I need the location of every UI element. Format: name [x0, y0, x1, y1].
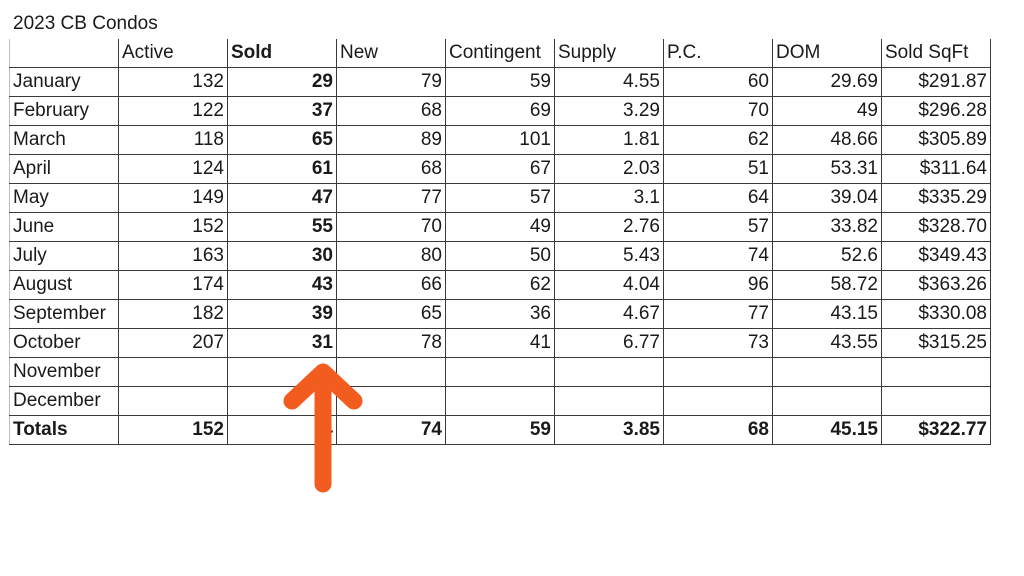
column-header[interactable]: P.C. [663, 38, 773, 68]
table-row: March 118 65 89 101 1.81 62 48.66 $305.89 [9, 125, 991, 155]
data-cell[interactable]: 36 [445, 299, 555, 329]
sheet-title[interactable]: 2023 CB Condos [13, 13, 158, 34]
data-cell[interactable]: 57 [445, 183, 555, 213]
total-cell[interactable]: 152 [118, 415, 228, 445]
data-cell[interactable]: 118 [118, 125, 228, 155]
total-cell[interactable]: $322.77 [881, 415, 991, 445]
data-cell[interactable]: $311.64 [881, 154, 991, 184]
data-cell[interactable]: 49 [772, 96, 882, 126]
month-cell[interactable]: June [9, 212, 119, 242]
data-cell[interactable]: 3.1 [554, 183, 664, 213]
data-cell[interactable] [118, 386, 228, 416]
column-header[interactable]: Active [118, 38, 228, 68]
data-cell[interactable]: 68 [336, 154, 446, 184]
title-row: 2023 CB Condos [10, 10, 991, 39]
data-cell[interactable]: $349.43 [881, 241, 991, 271]
data-cell[interactable]: 78 [336, 328, 446, 358]
total-cell[interactable]: 45.15 [772, 415, 882, 445]
data-cell[interactable]: 51 [663, 154, 773, 184]
month-cell[interactable]: December [9, 386, 119, 416]
data-cell[interactable]: 43.15 [772, 299, 882, 329]
total-cell[interactable]: 68 [663, 415, 773, 445]
data-cell[interactable]: 52.6 [772, 241, 882, 271]
condo-stats-table: 2023 CB Condos Active Sold New Contingent Sup… [9, 9, 991, 445]
data-cell[interactable]: 62 [445, 270, 555, 300]
column-header[interactable]: DOM [772, 38, 882, 68]
data-cell[interactable]: $328.70 [881, 212, 991, 242]
data-cell[interactable]: 70 [663, 96, 773, 126]
data-cell[interactable]: 79 [336, 67, 446, 97]
data-cell[interactable]: 5.43 [554, 241, 664, 271]
data-cell[interactable] [881, 386, 991, 416]
data-cell[interactable]: 4.04 [554, 270, 664, 300]
month-cell[interactable]: March [9, 125, 119, 155]
data-cell[interactable]: 47 [227, 183, 337, 213]
table-row: June 152 55 70 49 2.76 57 33.82 $328.70 [9, 212, 991, 242]
column-header[interactable]: Sold SqFt [881, 38, 991, 68]
table-row: October 207 31 78 41 6.77 73 43.55 $315.25 [9, 328, 991, 358]
table-row: September 182 39 65 36 4.67 77 43.15 $330.08 [9, 299, 991, 329]
table-row: December [9, 386, 991, 416]
data-cell[interactable]: 65 [227, 125, 337, 155]
month-cell[interactable]: August [9, 270, 119, 300]
table-row: January 132 29 79 59 4.55 60 29.69 $291.87 [9, 67, 991, 97]
table-row: August 174 43 66 62 4.04 96 58.72 $363.26 [9, 270, 991, 300]
data-cell[interactable]: 74 [663, 241, 773, 271]
data-cell[interactable] [663, 357, 773, 387]
table-row: May 149 47 77 57 3.1 64 39.04 $335.29 [9, 183, 991, 213]
data-cell[interactable]: $305.89 [881, 125, 991, 155]
data-cell[interactable]: 29.69 [772, 67, 882, 97]
data-cell[interactable] [445, 357, 555, 387]
totals-label[interactable]: Totals [9, 415, 119, 445]
header-cell-blank[interactable] [9, 38, 119, 68]
data-cell[interactable]: 60 [663, 67, 773, 97]
month-cell[interactable]: January [9, 67, 119, 97]
data-cell[interactable]: 80 [336, 241, 446, 271]
data-cell[interactable]: 43.55 [772, 328, 882, 358]
data-cell[interactable]: 58.72 [772, 270, 882, 300]
table-row: July 163 30 80 50 5.43 74 52.6 $349.43 [9, 241, 991, 271]
data-cell[interactable]: $315.25 [881, 328, 991, 358]
data-cell[interactable]: 55 [227, 212, 337, 242]
data-cell[interactable]: 53.31 [772, 154, 882, 184]
data-cell[interactable]: $296.28 [881, 96, 991, 126]
data-cell[interactable] [881, 357, 991, 387]
data-cell[interactable]: 31 [227, 328, 337, 358]
data-cell[interactable]: 163 [118, 241, 228, 271]
data-cell[interactable]: 41 [445, 328, 555, 358]
total-cell[interactable]: 74 [336, 415, 446, 445]
table-row: February 122 37 68 69 3.29 70 49 $296.28 [9, 96, 991, 126]
data-cell[interactable]: 124 [118, 154, 228, 184]
data-cell[interactable]: 89 [336, 125, 446, 155]
total-cell[interactable]: 3.85 [554, 415, 664, 445]
data-cell[interactable]: 96 [663, 270, 773, 300]
data-cell[interactable]: 61 [227, 154, 337, 184]
data-cell[interactable]: 37 [227, 96, 337, 126]
header-row: Active Sold New Contingent Supply P.C. DOM Sold… [9, 38, 991, 68]
table-row: April 124 61 68 67 2.03 51 53.31 $311.64 [9, 154, 991, 184]
data-cell[interactable]: 132 [118, 67, 228, 97]
data-cell[interactable]: 59 [445, 67, 555, 97]
data-cell[interactable]: 29 [227, 67, 337, 97]
column-header[interactable]: New [336, 38, 446, 68]
month-cell[interactable]: July [9, 241, 119, 271]
data-cell[interactable]: 4.55 [554, 67, 664, 97]
data-cell[interactable]: 1.81 [554, 125, 664, 155]
data-cell[interactable]: 49 [445, 212, 555, 242]
data-cell[interactable]: 57 [663, 212, 773, 242]
data-cell[interactable] [554, 386, 664, 416]
data-cell[interactable]: 6.77 [554, 328, 664, 358]
data-cell[interactable]: 207 [118, 328, 228, 358]
data-cell[interactable]: 4.67 [554, 299, 664, 329]
data-cell[interactable]: 122 [118, 96, 228, 126]
month-cell[interactable]: November [9, 357, 119, 387]
